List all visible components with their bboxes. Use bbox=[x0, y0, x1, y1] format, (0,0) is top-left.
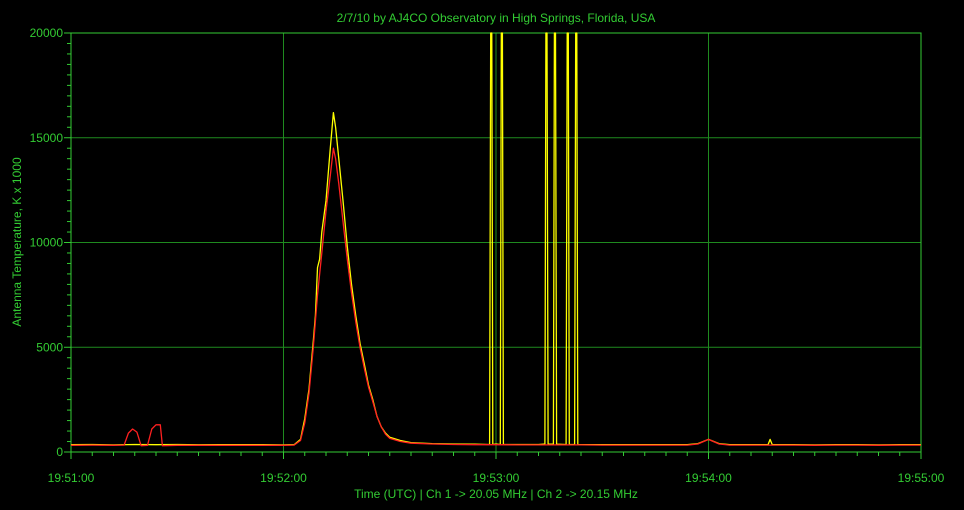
x-tick-label: 19:52:00 bbox=[260, 471, 307, 485]
axes bbox=[64, 32, 922, 459]
tick-labels: 19:51:00 19:52:00 19:53:00 19:54:00 19:55:00… bbox=[30, 26, 945, 485]
x-tick-label: 19:54:00 bbox=[685, 471, 732, 485]
y-tick-label: 10000 bbox=[30, 236, 64, 250]
series-layer bbox=[70, 32, 921, 447]
x-tick-label: 19:55:00 bbox=[898, 471, 945, 485]
grid-lines bbox=[70, 32, 922, 453]
y-tick-label: 0 bbox=[56, 445, 63, 459]
x-tick-label: 19:51:00 bbox=[48, 471, 95, 485]
plot-frame bbox=[70, 32, 922, 453]
y-tick-label: 5000 bbox=[36, 340, 63, 354]
x-axis-label: Time (UTC) | Ch 1 -> 20.05 MHz | Ch 2 ->… bbox=[354, 487, 638, 501]
y-tick-label: 20000 bbox=[30, 26, 64, 40]
chart-title: 2/7/10 by AJ4CO Observatory in High Spri… bbox=[337, 11, 656, 25]
series-ch2-line bbox=[70, 147, 921, 447]
y-axis-label: Antenna Temperature, K x 1000 bbox=[10, 157, 24, 327]
x-tick-label: 19:53:00 bbox=[473, 471, 520, 485]
y-tick-label: 15000 bbox=[30, 131, 64, 145]
